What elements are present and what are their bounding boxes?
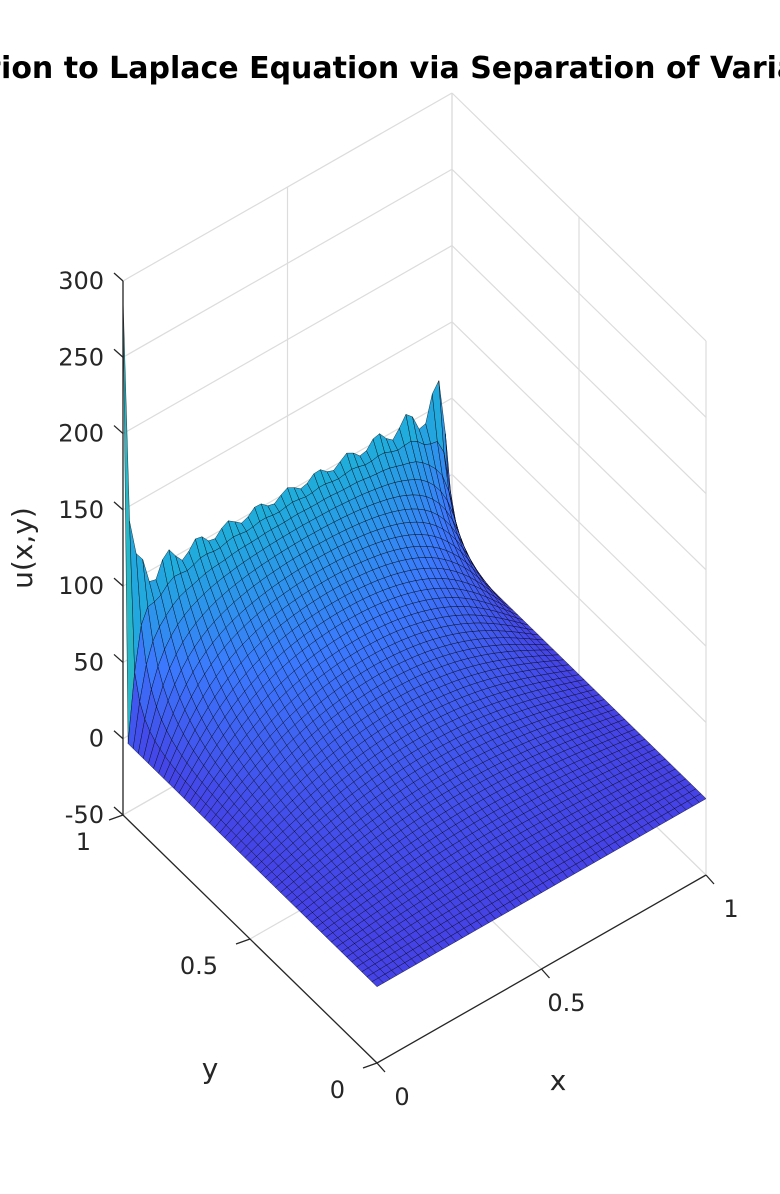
z-tick (113, 730, 124, 740)
x-tick-label: 0 (394, 1083, 409, 1111)
x-axis-label: x (550, 1064, 567, 1097)
chart-title: Solution to Laplace Equation via Separat… (0, 51, 780, 86)
surface-face (122, 296, 135, 744)
axes: -50 0 50 100 150 200 250 300 0 0.5 1 0 0.5 1 (58, 267, 738, 1111)
z-axis-label: u(x,y) (6, 507, 39, 589)
z-tick (113, 272, 124, 282)
y-tick (235, 938, 251, 945)
axis-labels: x y u(x,y) (6, 507, 566, 1097)
x-tick (541, 968, 550, 979)
z-tick-label: 200 (58, 420, 104, 448)
surface (122, 296, 707, 987)
x-tick (705, 874, 715, 885)
z-tick-label: 300 (58, 267, 104, 295)
x-tick (376, 1062, 386, 1073)
z-tick-label: 100 (58, 572, 104, 600)
y-tick (362, 1062, 378, 1069)
y-tick (108, 814, 124, 821)
z-tick (113, 348, 124, 358)
z-tick-label: 250 (58, 343, 104, 371)
y-tick-label: 1 (76, 828, 91, 856)
z-tick (113, 806, 124, 816)
z-tick (113, 653, 124, 663)
z-tick-label: -50 (65, 801, 104, 829)
z-tick (113, 425, 124, 435)
z-tick-label: 0 (89, 725, 104, 753)
x-tick-label: 1 (723, 895, 738, 923)
z-tick (113, 577, 124, 587)
z-tick-label: 50 (73, 648, 104, 676)
y-tick-label: 0.5 (180, 952, 218, 980)
x-tick-label: 0.5 (547, 989, 585, 1017)
surface-face (693, 793, 707, 803)
z-tick-label: 150 (58, 496, 104, 524)
z-tick (113, 501, 124, 511)
y-axis-label: y (202, 1052, 219, 1085)
y-tick-label: 0 (330, 1076, 345, 1104)
